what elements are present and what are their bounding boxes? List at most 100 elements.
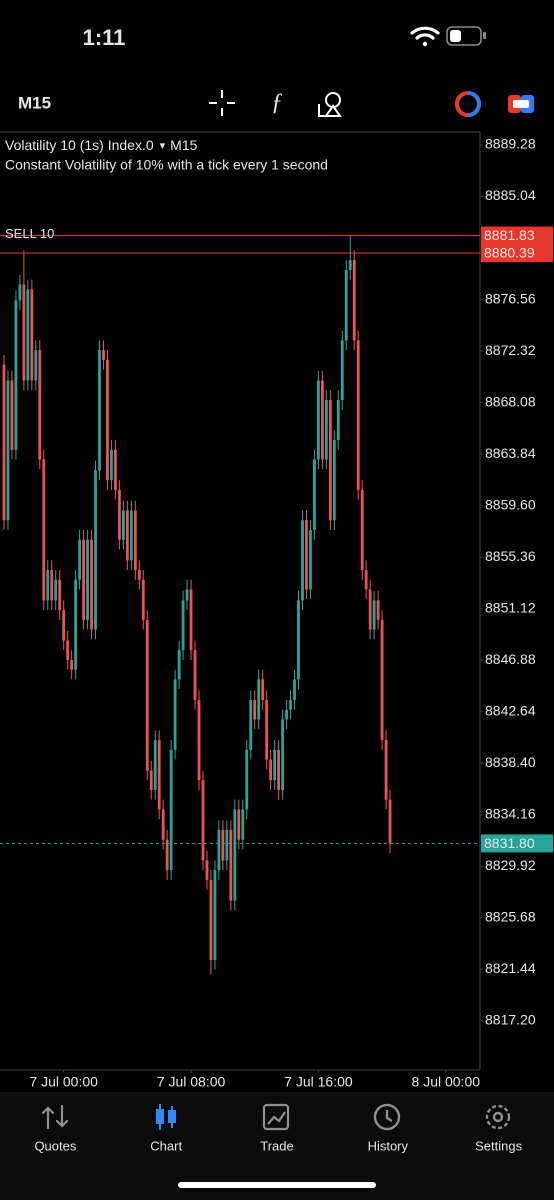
indicators-button[interactable]: ƒ [271, 90, 283, 116]
candle-body [125, 510, 129, 561]
candle-body [229, 830, 233, 901]
candle-body [217, 830, 221, 871]
candle-body [237, 809, 241, 840]
candle-body [269, 759, 273, 781]
candle-body [18, 284, 22, 301]
candle-body [10, 380, 14, 450]
candle-body [86, 539, 89, 620]
tab-label[interactable]: Chart [150, 1138, 182, 1153]
candle-body [233, 809, 237, 901]
candle-body [245, 749, 249, 810]
chart-timeframe: M15 [170, 137, 197, 153]
price-label-box [481, 226, 553, 245]
candle-body [360, 489, 364, 571]
candle-body [249, 700, 253, 750]
y-tick-label: 8868.08 [485, 393, 536, 409]
candle-body [137, 570, 141, 580]
candle-body [376, 600, 380, 620]
candle-body [273, 749, 277, 781]
candle-body [348, 260, 352, 270]
candle-body [38, 350, 42, 460]
candle-body [114, 449, 117, 490]
candle-body [173, 679, 177, 750]
candle-body [78, 539, 82, 580]
candle-body [372, 600, 376, 630]
y-tick-label: 8829.92 [485, 857, 536, 873]
candle-body [121, 510, 125, 540]
candle-body [106, 359, 109, 481]
candle-body [317, 380, 320, 460]
candle-body [42, 459, 46, 601]
candle-body [241, 809, 245, 840]
candle-body [209, 879, 213, 961]
y-tick-label: 8859.60 [485, 496, 536, 512]
candle-body [58, 579, 62, 611]
candle-body [22, 284, 26, 381]
timeframe-button[interactable]: M15 [18, 93, 51, 112]
candle-body [141, 579, 145, 620]
candle-body [66, 640, 70, 660]
price-label: 8880.39 [484, 245, 535, 261]
y-tick-label: 8817.20 [485, 1011, 536, 1027]
y-tick-label: 8821.44 [485, 960, 536, 976]
y-tick-label: 8876.56 [485, 290, 536, 306]
chart-icon [156, 1104, 176, 1130]
plot-area [2, 234, 392, 975]
candle-body [129, 510, 133, 561]
price-label-box [481, 834, 553, 853]
candle-body [102, 350, 105, 360]
candle-body [54, 579, 58, 601]
candle-body [356, 340, 360, 490]
objects-button[interactable] [318, 92, 342, 117]
candle-body [277, 749, 281, 790]
candle-body [34, 350, 38, 381]
tab-label[interactable]: Quotes [34, 1138, 76, 1153]
candle-body [336, 399, 340, 441]
tab-label[interactable]: Settings [475, 1138, 522, 1153]
y-tick-label: 8872.32 [485, 342, 536, 358]
candle-body [30, 289, 34, 381]
candle-body [301, 520, 304, 601]
trade-icon [262, 1103, 290, 1131]
candle-body [257, 679, 261, 720]
wifi-icon [410, 26, 440, 47]
tab-label[interactable]: History [368, 1138, 409, 1153]
candle-body [380, 619, 384, 741]
candle-body [149, 770, 153, 790]
chart-title-line: Volatility 10 (1s) Index.0 ▾ M15 [5, 137, 198, 153]
x-tick-label: 7 Jul 00:00 [29, 1074, 98, 1090]
candle-body [201, 780, 205, 861]
tab-label[interactable]: Trade [260, 1138, 293, 1153]
candle-body [62, 610, 66, 641]
candle-body [161, 809, 165, 840]
candle-body [193, 650, 197, 701]
candle-body [265, 700, 269, 760]
y-tick-label: 8885.04 [485, 187, 536, 203]
candle-body [205, 860, 209, 880]
y-tick-label: 8889.28 [485, 136, 536, 152]
candle-body [221, 830, 225, 861]
crosshair-button[interactable] [209, 90, 235, 116]
candle-body [324, 399, 328, 460]
status-time: 1:11 [83, 25, 126, 50]
candle-body [285, 709, 288, 720]
y-tick-label: 8855.36 [485, 548, 536, 564]
candle-body [281, 719, 284, 790]
trade-toggle-button[interactable] [455, 91, 481, 117]
account-button[interactable] [508, 95, 534, 113]
candle-body [189, 589, 193, 651]
candle-body [185, 589, 189, 601]
candle-body [70, 659, 74, 670]
candle-body [110, 449, 113, 481]
y-tick-label: 8842.64 [485, 702, 536, 718]
candle-body [165, 839, 169, 871]
candle-body [313, 459, 316, 530]
settings-icon [485, 1104, 511, 1130]
candle-body [157, 740, 161, 810]
chart-title: Volatility 10 (1s) Index.0 [5, 137, 154, 153]
tab-labels: Quotes Chart Trade History Settings [34, 1138, 522, 1153]
candle-body [14, 300, 18, 450]
candle-body [46, 570, 50, 601]
y-tick-label: 8863.84 [485, 445, 536, 461]
